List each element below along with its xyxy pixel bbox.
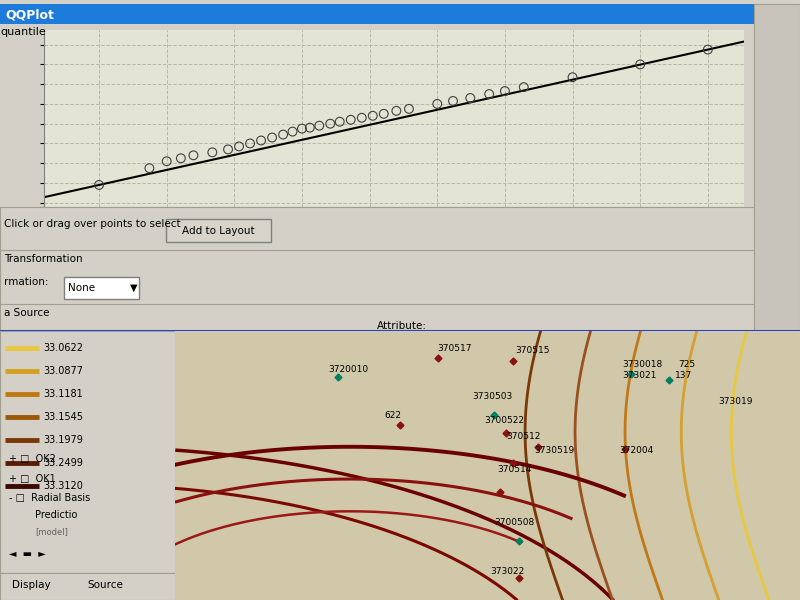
Text: 372004: 372004	[619, 446, 653, 455]
Text: 33.2499: 33.2499	[44, 458, 84, 468]
Text: Transformation: Transformation	[4, 254, 82, 264]
Text: Display: Display	[12, 580, 51, 590]
Point	[93, 180, 106, 190]
Text: 373021: 373021	[622, 371, 656, 380]
Point	[702, 45, 714, 55]
Point	[324, 119, 337, 128]
Text: ◄  ▬  ►: ◄ ▬ ►	[9, 548, 46, 559]
Point	[222, 145, 234, 154]
Text: 3730503: 3730503	[472, 392, 512, 401]
Text: ▼: ▼	[130, 283, 138, 293]
Point	[334, 117, 346, 127]
Point	[355, 113, 368, 122]
Text: Predictio: Predictio	[35, 510, 78, 520]
Text: N: N	[434, 336, 442, 346]
Text: - □  Radial Basis: - □ Radial Basis	[9, 493, 90, 503]
Point	[518, 82, 530, 92]
Text: + □  OK1: + □ OK1	[9, 473, 55, 484]
Text: 33.1545: 33.1545	[44, 412, 84, 422]
Point	[313, 121, 326, 130]
Text: 137: 137	[675, 371, 692, 380]
Text: 370517: 370517	[438, 344, 472, 353]
Text: [model]: [model]	[35, 527, 68, 536]
Point	[266, 133, 278, 142]
Text: 370512: 370512	[506, 433, 541, 442]
Point	[303, 123, 316, 133]
Text: Events: Events	[7, 336, 42, 346]
Text: 33.0877: 33.0877	[44, 366, 84, 376]
Text: ▼: ▼	[334, 336, 342, 346]
Point	[286, 127, 299, 136]
Text: 33.1181: 33.1181	[44, 389, 83, 399]
Text: 33.0622: 33.0622	[44, 343, 84, 353]
Point	[233, 142, 246, 151]
Point	[244, 139, 257, 148]
Text: 3700508: 3700508	[494, 518, 534, 527]
Text: QQPlot: QQPlot	[6, 8, 54, 22]
Point	[295, 124, 308, 133]
Text: 33.1979: 33.1979	[44, 435, 84, 445]
Text: 370514: 370514	[497, 464, 531, 473]
Point	[344, 115, 357, 125]
Text: ▼: ▼	[736, 336, 744, 346]
Point	[566, 73, 579, 82]
Point	[206, 148, 218, 157]
Text: 725: 725	[678, 360, 695, 369]
Point	[634, 59, 646, 69]
Point	[187, 151, 200, 160]
Text: quantile: quantile	[1, 27, 46, 37]
Text: None: None	[68, 283, 95, 293]
Text: 3700522: 3700522	[485, 416, 525, 425]
Text: rmation:: rmation:	[4, 277, 48, 287]
Point	[390, 106, 402, 116]
Text: 33.3120: 33.3120	[44, 481, 84, 491]
Point	[446, 96, 459, 106]
Text: + □  OK2: + □ OK2	[9, 454, 56, 464]
Point	[143, 163, 156, 173]
Text: 373022: 373022	[490, 567, 525, 576]
Point	[402, 104, 415, 113]
X-axis label: Standard Normal Value: Standard Normal Value	[330, 232, 458, 242]
Point	[174, 154, 187, 163]
Point	[160, 157, 173, 166]
Text: 3730018: 3730018	[622, 360, 662, 369]
FancyBboxPatch shape	[64, 277, 139, 299]
Text: 370515: 370515	[516, 346, 550, 355]
Point	[378, 109, 390, 119]
Point	[431, 99, 444, 109]
Text: 3730519: 3730519	[534, 446, 574, 455]
FancyBboxPatch shape	[166, 220, 271, 242]
Text: 3720010: 3720010	[328, 365, 369, 374]
Point	[498, 86, 511, 96]
Text: a Source: a Source	[4, 308, 50, 317]
Text: 622: 622	[385, 411, 402, 420]
Text: Attribute:: Attribute:	[377, 321, 427, 331]
Text: Source: Source	[87, 580, 123, 590]
Point	[277, 130, 290, 139]
Point	[366, 111, 379, 121]
Point	[464, 93, 477, 103]
Text: 373019: 373019	[718, 397, 754, 406]
Point	[482, 89, 495, 99]
Text: Click or drag over points to select: Click or drag over points to select	[4, 220, 180, 229]
Point	[254, 136, 267, 145]
Text: Add to Layout: Add to Layout	[182, 226, 255, 236]
